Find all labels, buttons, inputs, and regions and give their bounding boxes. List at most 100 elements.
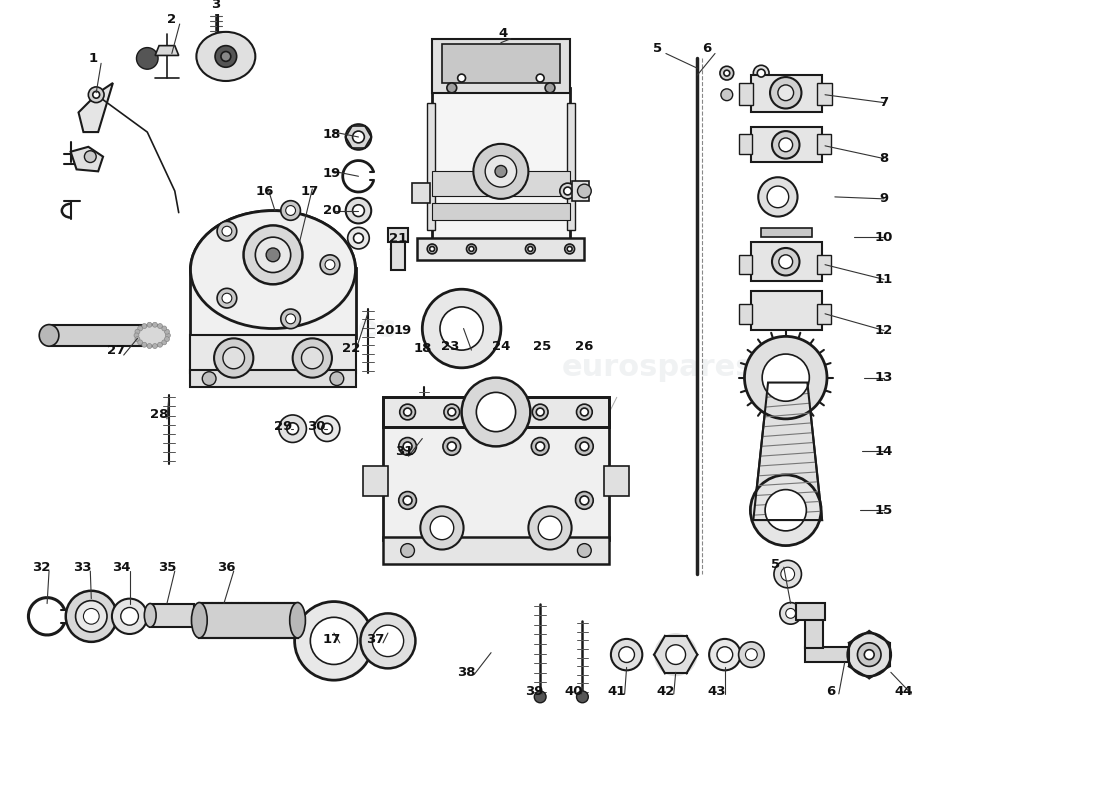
Bar <box>738 134 752 154</box>
Text: 16: 16 <box>256 185 274 198</box>
Circle shape <box>404 442 412 451</box>
Circle shape <box>147 322 152 327</box>
Circle shape <box>865 650 874 659</box>
Polygon shape <box>78 83 113 132</box>
Text: 21: 21 <box>388 232 407 245</box>
Circle shape <box>361 614 416 668</box>
Circle shape <box>495 166 507 178</box>
Text: eurospares: eurospares <box>206 314 398 343</box>
Circle shape <box>404 496 412 505</box>
Circle shape <box>142 342 146 347</box>
Circle shape <box>440 307 483 350</box>
Circle shape <box>536 408 544 416</box>
Text: 8: 8 <box>879 152 889 165</box>
Circle shape <box>778 85 793 101</box>
Circle shape <box>719 66 734 80</box>
Circle shape <box>779 138 793 152</box>
Circle shape <box>165 337 169 342</box>
Text: 42: 42 <box>657 686 675 698</box>
Bar <box>817 304 830 324</box>
Circle shape <box>738 642 764 667</box>
Ellipse shape <box>191 602 207 638</box>
Circle shape <box>575 438 593 455</box>
Circle shape <box>750 475 821 546</box>
Circle shape <box>848 633 891 676</box>
Circle shape <box>469 246 474 251</box>
Circle shape <box>135 330 140 334</box>
Bar <box>751 75 822 113</box>
Bar <box>432 88 570 245</box>
Text: 30: 30 <box>307 420 326 434</box>
Text: 33: 33 <box>74 561 91 574</box>
Circle shape <box>76 601 107 632</box>
Circle shape <box>345 198 371 223</box>
Circle shape <box>287 423 298 434</box>
Circle shape <box>564 187 572 195</box>
Text: 34: 34 <box>112 561 131 574</box>
Circle shape <box>286 206 296 215</box>
Ellipse shape <box>289 602 306 638</box>
Circle shape <box>757 70 766 77</box>
Circle shape <box>772 248 800 275</box>
Circle shape <box>447 83 456 93</box>
Circle shape <box>430 246 434 251</box>
Bar <box>795 602 825 620</box>
Circle shape <box>528 246 532 251</box>
Circle shape <box>320 255 340 274</box>
Circle shape <box>134 333 139 338</box>
Text: 19: 19 <box>322 167 341 180</box>
Bar <box>432 202 570 221</box>
Bar <box>738 255 752 274</box>
Circle shape <box>538 516 562 540</box>
Circle shape <box>767 186 789 208</box>
Circle shape <box>762 354 810 402</box>
Circle shape <box>560 183 575 199</box>
Circle shape <box>217 222 236 241</box>
Circle shape <box>214 338 253 378</box>
Circle shape <box>536 442 544 451</box>
Circle shape <box>157 323 163 329</box>
Circle shape <box>135 337 140 342</box>
Circle shape <box>293 338 332 378</box>
Circle shape <box>717 646 733 662</box>
Circle shape <box>462 378 530 446</box>
Text: 18: 18 <box>322 127 341 141</box>
Circle shape <box>138 326 143 331</box>
Circle shape <box>654 633 697 676</box>
Circle shape <box>710 639 740 670</box>
Circle shape <box>162 340 167 345</box>
Circle shape <box>138 340 143 345</box>
Bar <box>817 255 830 274</box>
Circle shape <box>578 184 592 198</box>
Text: 10: 10 <box>874 230 893 244</box>
Circle shape <box>785 609 795 618</box>
Circle shape <box>353 234 363 243</box>
Bar <box>50 325 142 346</box>
Bar <box>427 102 436 230</box>
Circle shape <box>217 288 236 308</box>
Bar <box>190 268 355 338</box>
Text: 1: 1 <box>89 52 98 65</box>
Circle shape <box>295 602 373 680</box>
Circle shape <box>746 649 757 661</box>
Circle shape <box>404 408 411 416</box>
Circle shape <box>243 226 302 284</box>
Circle shape <box>485 156 517 187</box>
Circle shape <box>147 343 152 349</box>
Circle shape <box>85 150 96 162</box>
Bar <box>383 422 609 540</box>
Circle shape <box>286 314 296 324</box>
Circle shape <box>153 343 157 349</box>
Circle shape <box>221 51 231 62</box>
Circle shape <box>280 309 300 329</box>
Circle shape <box>532 404 548 420</box>
Circle shape <box>66 590 117 642</box>
Circle shape <box>142 323 146 329</box>
Circle shape <box>476 392 516 432</box>
Circle shape <box>279 415 307 442</box>
Circle shape <box>575 491 593 510</box>
Text: 3: 3 <box>211 0 221 11</box>
Circle shape <box>766 490 806 531</box>
Polygon shape <box>70 147 103 171</box>
Circle shape <box>720 89 733 101</box>
